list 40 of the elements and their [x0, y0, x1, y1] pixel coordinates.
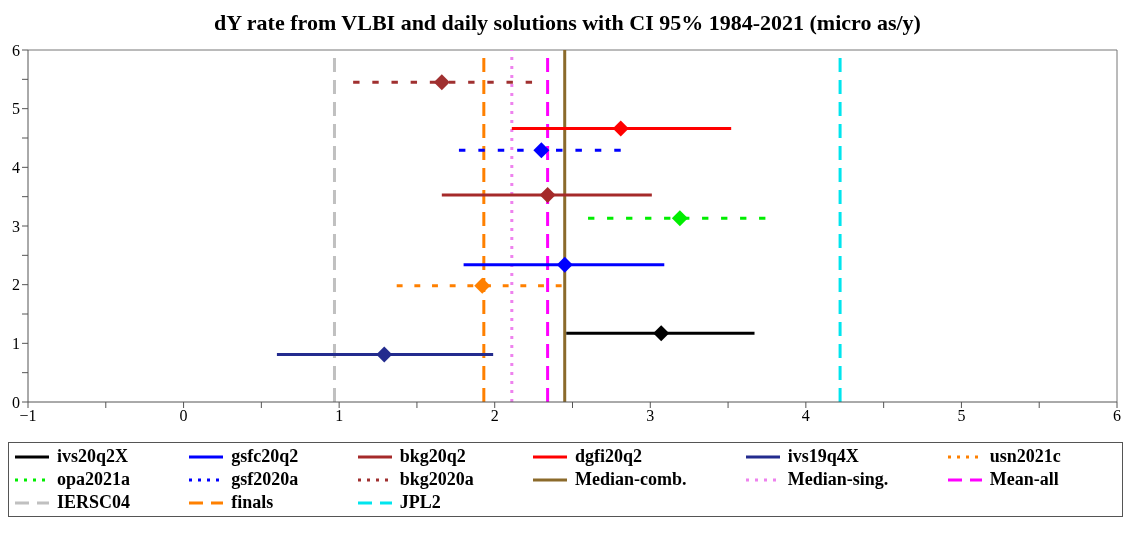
- legend-label: Mean-all: [989, 469, 1059, 490]
- legend-label: Median-sing.: [787, 469, 889, 490]
- y-tick-label: 1: [12, 335, 20, 353]
- legend-label: finals: [231, 492, 274, 513]
- x-tick-label: 3: [646, 407, 655, 425]
- legend-label: opa2021a: [57, 469, 131, 490]
- legend-label: usn2021c: [989, 446, 1061, 467]
- y-tick-label: 3: [12, 217, 20, 235]
- point: [539, 186, 556, 203]
- x-tick-label: 6: [1113, 407, 1121, 425]
- legend-label: ivs19q4X: [787, 446, 859, 467]
- y-tick-label: 4: [12, 159, 20, 177]
- legend-label: JPL2: [399, 492, 441, 513]
- x-tick-label: 2: [490, 407, 499, 425]
- x-tick-label: 5: [957, 407, 966, 425]
- legend-label: bkg2020a: [399, 469, 474, 490]
- y-tick-label: 0: [12, 393, 20, 411]
- y-tick-label: 6: [12, 41, 20, 59]
- x-tick-label: 4: [801, 407, 810, 425]
- point: [474, 277, 491, 294]
- point: [376, 346, 393, 363]
- point: [533, 142, 550, 159]
- y-tick-label: 5: [12, 100, 20, 118]
- legend-label: gsfc20q2: [231, 446, 299, 467]
- legend-label: IERSC04: [57, 492, 131, 513]
- x-tick-label: −1: [19, 407, 37, 425]
- legend-label: ivs20q2X: [57, 446, 129, 467]
- legend-label: Median-comb.: [575, 469, 687, 490]
- legend-label: dgfi20q2: [575, 446, 643, 467]
- point: [556, 256, 573, 273]
- x-tick-label: 1: [335, 407, 344, 425]
- point: [433, 74, 450, 91]
- point: [671, 210, 688, 227]
- point: [653, 325, 670, 342]
- y-tick-label: 2: [12, 276, 20, 294]
- point: [612, 120, 629, 137]
- legend-label: bkg20q2: [399, 446, 466, 467]
- x-tick-label: 0: [179, 407, 188, 425]
- chart-title: dY rate from VLBI and daily solutions with CI 95% 1984-2021 (micro as/y): [213, 9, 922, 37]
- legend-label: gsf2020a: [231, 469, 299, 490]
